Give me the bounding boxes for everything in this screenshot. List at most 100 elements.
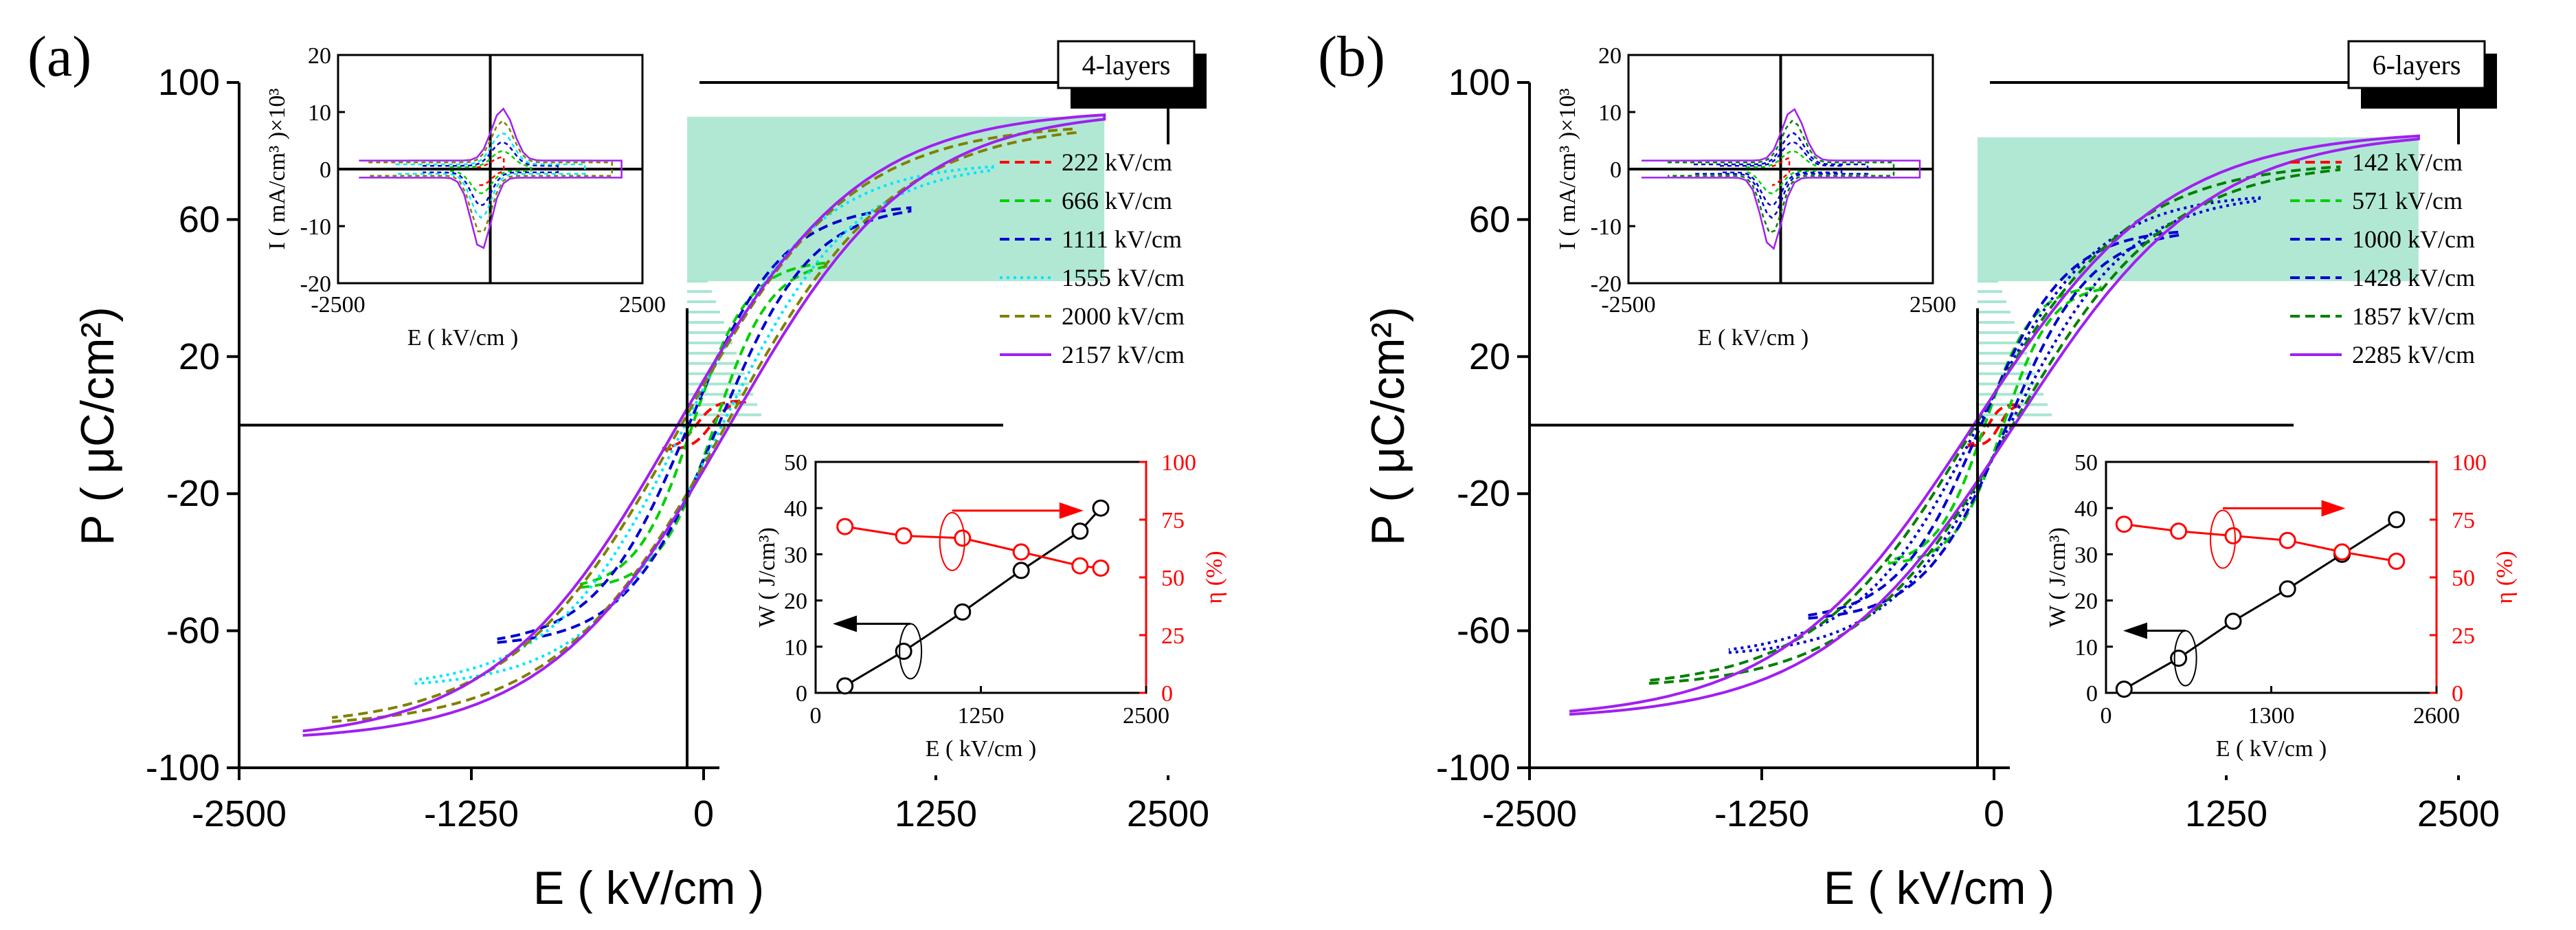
efficiency-point [2170,522,2188,540]
x-tick-label: 0 [693,793,714,834]
inset-energy-ytick-right-label: 0 [1161,681,1173,707]
inset-energy-ytick-right-label: 0 [2452,681,2463,707]
energy-density-point [1012,562,1030,579]
energy-density-point [836,677,854,695]
x-tick-label: -2500 [1482,793,1577,834]
energy-density-point [2388,511,2406,529]
inset-energy-ytick-right-label: 100 [2452,450,2487,476]
inset-current-curve [1745,150,1817,195]
inset-current-ytick-label: 0 [320,157,331,183]
inset-energy-ytick-left-label: 20 [2074,589,2098,615]
energy-density-point [2170,650,2188,667]
legend-label: 1857 kV/cm [2352,302,2475,330]
inset-current-curve [1719,141,1843,207]
inset-current-curve [1771,156,1791,186]
x-tick-label: 1250 [2185,793,2267,834]
inset-energy: 0 10 20 30 40 50 0 25 50 75 100 0 1300 2600 E ( kV/cm … [2010,448,2519,775]
inset-current-ytick-label: 20 [1598,43,1622,69]
hysteresis-loops [1569,134,2420,716]
inset-energy-ytick-left-label: 10 [2074,635,2098,661]
energy-shade [687,116,1105,417]
inset-energy-bg [2010,448,2519,775]
inset-energy-ytick-left-label: 30 [784,542,807,568]
inset-energy-ytick-right-label: 75 [1161,508,1185,533]
inset-energy-xtick-label: 0 [2101,703,2112,729]
x-tick-label: 2500 [2417,793,2500,834]
inset-energy-xlabel: E ( kV/cm ) [2216,736,2327,762]
inset-energy-ytick-right-label: 50 [1161,566,1185,591]
x-axis-label: E ( kV/cm ) [533,862,764,914]
main-axes [238,81,1169,769]
efficiency-point [954,529,972,547]
x-axis-label: E ( kV/cm ) [1824,862,2054,914]
y-tick-label: -100 [146,747,220,788]
inset-energy-ytick-left-label: 30 [2074,542,2098,568]
inset-energy-ytick-right-label: 50 [2452,566,2475,591]
panel-label: (a) [27,25,91,89]
loop-series [1808,230,2182,620]
hysteresis-loops [302,113,1106,737]
inset-energy-xtick-label: 1250 [958,703,1005,729]
x-tick-label: -1250 [424,793,519,834]
inset-current-ytick-label: -20 [1591,272,1622,297]
inset-current-xtick-label: -2500 [311,292,365,318]
legend-label: 1555 kV/cm [1062,264,1185,291]
inset-current-xtick-label: 2500 [619,292,666,318]
inset-energy-ytick-left-label: 0 [2086,681,2098,707]
efficiency-arrow-head [1059,502,1084,519]
inset-current-curve [1642,108,1921,250]
y-tick-label: 60 [179,199,220,240]
energy-density-point [2278,580,2296,598]
energy-density-point [1071,522,1089,540]
inset-current-ylabel: I ( mA/cm³ )×10³ [265,88,290,250]
y-tick-label: -60 [166,610,220,652]
inset-current-xtick-label: -2500 [1601,292,1655,318]
inset-current-curve [1694,132,1869,219]
legend-label: 1111 kV/cm [1062,225,1182,253]
inset-energy-ytick-right-label: 25 [1161,623,1185,649]
inset-current-ytick-label: -20 [300,272,331,297]
efficiency-point [2388,552,2406,570]
panel-label: (b) [1318,25,1385,89]
efficiency-point [895,527,912,545]
loop-series [1967,402,2022,447]
loop-series [1569,134,2420,716]
inset-energy-ytick-left-label: 40 [784,496,807,522]
efficiency-point [2333,543,2351,561]
legend-label: 142 kV/cm [2352,148,2463,176]
x-tick-label: 2500 [1127,793,1209,834]
efficiency-line [2124,523,2397,562]
inset-energy-xtick-label: 2600 [2413,703,2460,729]
inset-energy-xtick-label: 1300 [2248,703,2295,729]
y-tick-label: -20 [1457,473,1510,514]
energy-shade-fill [687,116,1105,282]
legend-label: 1000 kV/cm [2352,225,2475,253]
efficiency-point [1071,557,1089,575]
loop-series [302,113,1106,737]
energy-shade [1978,137,2419,417]
x-tick-label: 0 [1984,793,2004,834]
energy-arrow-head [2123,622,2147,639]
loop-series [497,206,912,644]
inset-energy-ytick-left-label: 40 [2074,496,2098,522]
y-axis-label: P ( μC/cm²) [71,307,124,546]
legend-label: 1428 kV/cm [2352,264,2475,291]
x-tick-label: -1250 [1714,793,1809,834]
y-tick-label: 100 [158,62,220,103]
loop-series [1728,196,2261,654]
inset-current-curve [359,107,623,250]
inset-energy-ytick-right-label: 75 [2452,508,2475,533]
layer-label: 6-layers [2373,49,2461,80]
inset-current: -20 -10 0 10 20 -2500 2500 E ( kV/cm ) I ( mA/cm… [1555,43,1956,351]
y-tick-label: -100 [1436,747,1510,788]
inset-energy-xlabel: E ( kV/cm ) [926,736,1036,762]
legend-label: 2157 kV/cm [1062,341,1185,368]
energy-density-line [2123,518,2397,690]
inset-energy-ytick-right-label: 100 [1161,450,1196,476]
inset-current-xtick-label: 2500 [1909,292,1956,318]
inset-current-curve [476,156,505,186]
layer-label: 4-layers [1082,49,1171,80]
